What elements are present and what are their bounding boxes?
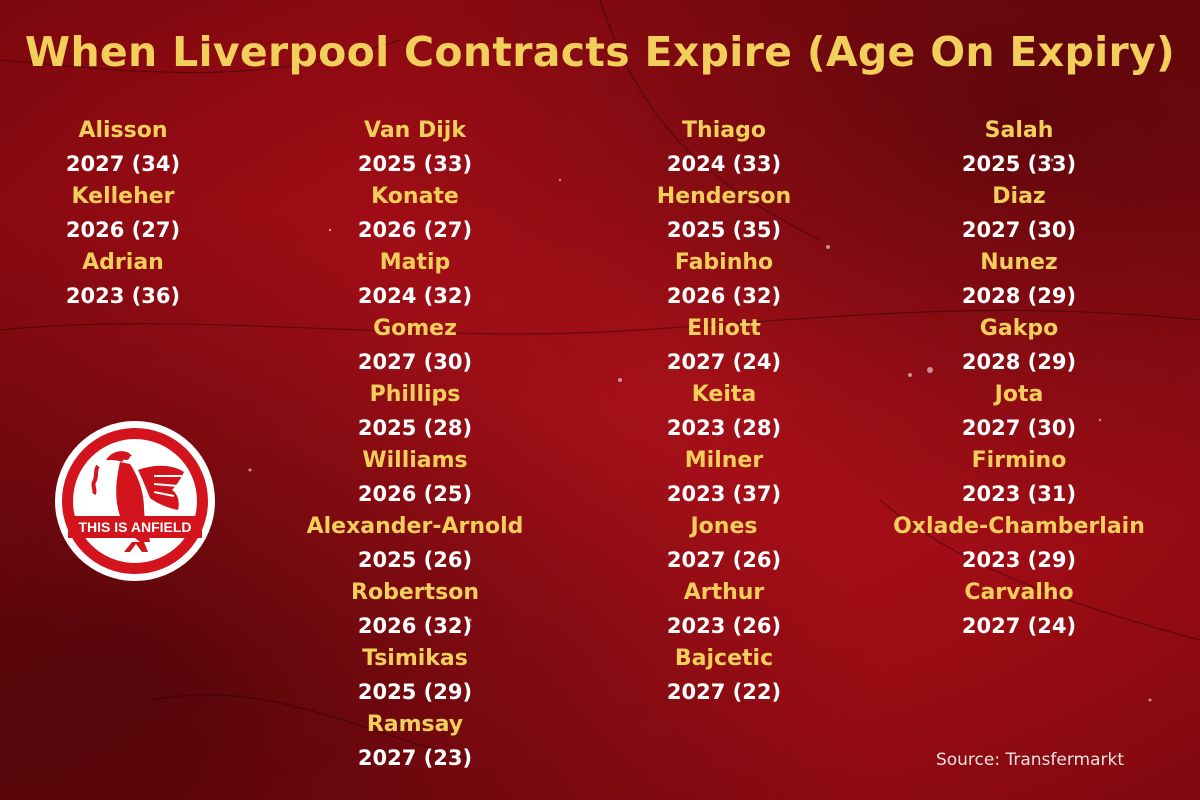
player-name: Alisson: [78, 118, 168, 143]
player-entry: Konate 2026 (27): [265, 180, 565, 246]
player-expiry: 2027 (26): [666, 548, 782, 572]
player-entry: Henderson 2025 (35): [574, 180, 874, 246]
player-expiry: 2027 (23): [357, 746, 473, 770]
player-entry: Bajcetic 2027 (22): [574, 642, 874, 708]
player-name: Firmino: [971, 448, 1067, 473]
player-expiry: 2027 (34): [65, 152, 181, 176]
player-name: Fabinho: [674, 250, 774, 275]
player-name: Oxlade-Chamberlain: [893, 514, 1145, 539]
player-expiry: 2025 (29): [357, 680, 473, 704]
player-expiry: 2024 (33): [666, 152, 782, 176]
player-name: Jota: [994, 382, 1044, 407]
player-expiry: 2026 (32): [666, 284, 782, 308]
player-entry: Gakpo 2028 (29): [869, 312, 1169, 378]
player-expiry: 2027 (30): [961, 416, 1077, 440]
player-entry: Kelleher 2026 (27): [0, 180, 273, 246]
column-forwards: Salah 2025 (33) Diaz 2027 (30) Nunez 202…: [869, 114, 1169, 642]
player-name: Tsimikas: [362, 646, 468, 671]
player-expiry: 2024 (32): [357, 284, 473, 308]
player-entry: Fabinho 2026 (32): [574, 246, 874, 312]
player-name: Gomez: [373, 316, 457, 341]
player-entry: Alisson 2027 (34): [0, 114, 273, 180]
player-expiry: 2028 (29): [961, 284, 1077, 308]
player-expiry: 2027 (24): [961, 614, 1077, 638]
player-expiry: 2028 (29): [961, 350, 1077, 374]
player-expiry: 2023 (36): [65, 284, 181, 308]
player-name: Matip: [379, 250, 451, 275]
player-name: Van Dijk: [364, 118, 466, 143]
player-entry: Matip 2024 (32): [265, 246, 565, 312]
player-expiry: 2023 (29): [961, 548, 1077, 572]
player-entry: Robertson 2026 (32): [265, 576, 565, 642]
column-defenders: Van Dijk 2025 (33) Konate 2026 (27) Mati…: [265, 114, 565, 774]
player-expiry: 2026 (32): [357, 614, 473, 638]
column-midfielders: Thiago 2024 (33) Henderson 2025 (35) Fab…: [574, 114, 874, 708]
player-entry: Milner 2023 (37): [574, 444, 874, 510]
player-entry: Phillips 2025 (28): [265, 378, 565, 444]
player-expiry: 2027 (24): [666, 350, 782, 374]
player-entry: Nunez 2028 (29): [869, 246, 1169, 312]
player-entry: Williams 2026 (25): [265, 444, 565, 510]
player-expiry: 2027 (30): [961, 218, 1077, 242]
source-credit: Source: Transfermarkt: [935, 750, 1124, 770]
player-name: Gakpo: [979, 316, 1059, 341]
player-name: Williams: [362, 448, 468, 473]
player-entry: Diaz 2027 (30): [869, 180, 1169, 246]
liverbird-logo-icon: THIS IS ANFIELD: [55, 421, 215, 581]
player-expiry: 2026 (25): [357, 482, 473, 506]
player-expiry: 2027 (22): [666, 680, 782, 704]
page-title: When Liverpool Contracts Expire (Age On …: [24, 28, 1176, 76]
player-expiry: 2027 (30): [357, 350, 473, 374]
player-name: Keita: [691, 382, 757, 407]
player-expiry: 2025 (33): [357, 152, 473, 176]
player-entry: Carvalho 2027 (24): [869, 576, 1169, 642]
player-entry: Tsimikas 2025 (29): [265, 642, 565, 708]
player-entry: Ramsay 2027 (23): [265, 708, 565, 774]
player-expiry: 2023 (28): [666, 416, 782, 440]
player-entry: Salah 2025 (33): [869, 114, 1169, 180]
player-entry: Jota 2027 (30): [869, 378, 1169, 444]
player-name: Thiago: [682, 118, 766, 143]
player-name: Nunez: [980, 250, 1058, 275]
player-expiry: 2025 (26): [357, 548, 473, 572]
player-expiry: 2026 (27): [65, 218, 181, 242]
player-entry: Oxlade-Chamberlain 2023 (29): [869, 510, 1169, 576]
player-entry: Thiago 2024 (33): [574, 114, 874, 180]
player-entry: Alexander-Arnold 2025 (26): [265, 510, 565, 576]
player-name: Salah: [984, 118, 1054, 143]
player-entry: Keita 2023 (28): [574, 378, 874, 444]
player-entry: Jones 2027 (26): [574, 510, 874, 576]
player-name: Konate: [371, 184, 459, 209]
player-entry: Elliott 2027 (24): [574, 312, 874, 378]
player-name: Bajcetic: [674, 646, 774, 671]
player-name: Carvalho: [964, 580, 1074, 605]
player-expiry: 2026 (27): [357, 218, 473, 242]
player-expiry: 2023 (37): [666, 482, 782, 506]
column-goalkeepers: Alisson 2027 (34) Kelleher 2026 (27) Adr…: [0, 114, 273, 312]
player-entry: Firmino 2023 (31): [869, 444, 1169, 510]
player-entry: Gomez 2027 (30): [265, 312, 565, 378]
player-name: Robertson: [351, 580, 479, 605]
player-expiry: 2025 (35): [666, 218, 782, 242]
player-expiry: 2025 (28): [357, 416, 473, 440]
player-name: Phillips: [369, 382, 461, 407]
player-entry: Van Dijk 2025 (33): [265, 114, 565, 180]
player-name: Ramsay: [366, 712, 464, 737]
player-name: Elliott: [687, 316, 761, 341]
player-name: Arthur: [683, 580, 765, 605]
player-entry: Adrian 2023 (36): [0, 246, 273, 312]
player-name: Jones: [690, 514, 758, 539]
player-name: Diaz: [992, 184, 1046, 209]
player-name: Kelleher: [71, 184, 175, 209]
player-name: Henderson: [656, 184, 792, 209]
player-expiry: 2023 (31): [961, 482, 1077, 506]
player-entry: Arthur 2023 (26): [574, 576, 874, 642]
player-name: Alexander-Arnold: [306, 514, 524, 539]
player-name: Milner: [684, 448, 764, 473]
player-expiry: 2025 (33): [961, 152, 1077, 176]
player-name: Adrian: [82, 250, 164, 275]
player-expiry: 2023 (26): [666, 614, 782, 638]
logo-text: THIS IS ANFIELD: [78, 519, 191, 535]
